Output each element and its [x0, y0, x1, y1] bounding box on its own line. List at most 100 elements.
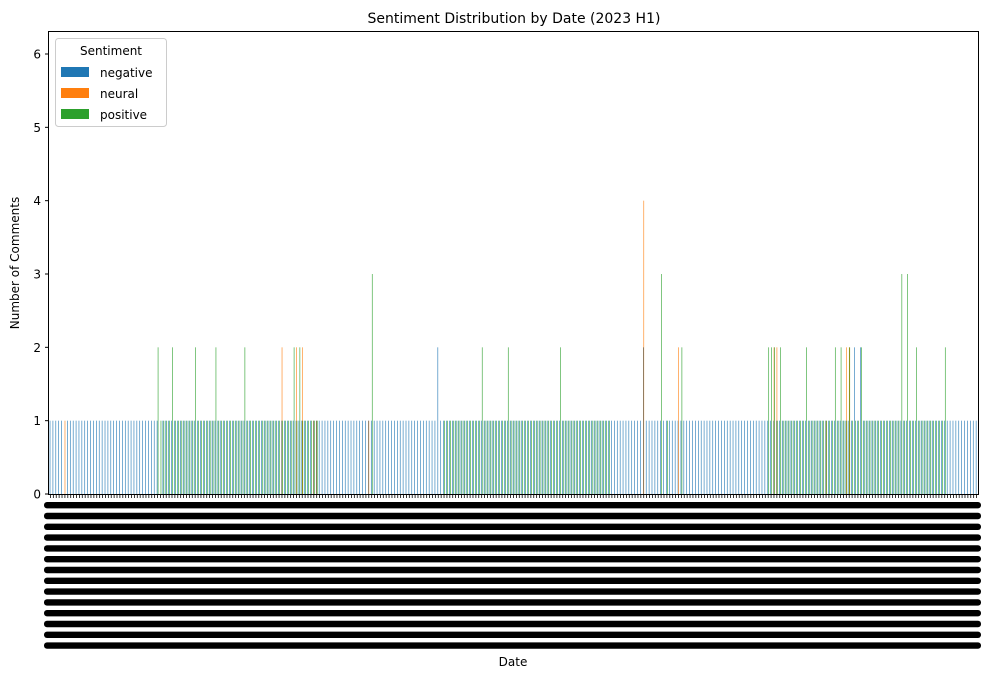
bar-negative [561, 420, 563, 494]
bar-positive [565, 420, 567, 494]
bar-negative [69, 420, 71, 494]
bar-negative [946, 420, 948, 494]
bar-negative [894, 420, 896, 494]
bar-positive [780, 347, 781, 494]
bar-negative [900, 420, 902, 494]
bar-negative [935, 420, 936, 494]
bar-positive [843, 420, 845, 494]
legend: Sentiment negative neural positive [55, 38, 167, 127]
bar-negative [793, 420, 795, 494]
bar-positive [881, 420, 882, 494]
bar-negative [284, 420, 285, 494]
bar-negative [886, 420, 887, 494]
bars-layer [49, 200, 977, 495]
bar-positive [493, 420, 495, 494]
bar-positive [273, 420, 275, 494]
bar-negative [327, 420, 329, 494]
bar-negative [752, 420, 754, 494]
bar-negative [344, 420, 346, 494]
bar-positive [247, 420, 249, 494]
x-tick-label-band [44, 577, 981, 584]
bar-neural [313, 420, 315, 494]
bar-negative [391, 420, 392, 494]
bar-negative [614, 420, 615, 494]
bar-negative [402, 420, 404, 494]
bar-negative [96, 420, 97, 494]
bar-negative [770, 420, 771, 494]
bar-negative [188, 420, 190, 494]
bar-positive [887, 420, 888, 494]
bar-positive [837, 420, 839, 494]
x-ticks-layer [44, 494, 981, 649]
bar-negative [165, 420, 167, 494]
bar-negative [174, 420, 175, 494]
bar-negative [868, 420, 870, 494]
bar-negative [78, 420, 80, 494]
bar-negative [437, 347, 439, 494]
bar-negative [478, 420, 479, 494]
bar-negative [750, 420, 751, 494]
bar-negative [559, 420, 560, 494]
bar-positive [250, 420, 251, 494]
bar-neural [643, 200, 645, 495]
bar-negative [958, 420, 960, 494]
bar-negative [220, 420, 222, 494]
bar-positive [455, 420, 457, 494]
bar-negative [318, 420, 320, 494]
bar-negative [324, 420, 326, 494]
bar-negative [101, 420, 103, 494]
bar-positive [794, 420, 796, 494]
bar-negative [281, 420, 282, 494]
bar-negative [339, 420, 340, 494]
bar-negative [724, 420, 725, 494]
bar-negative [631, 420, 633, 494]
bar-negative [84, 420, 86, 494]
bar-positive [452, 420, 454, 494]
bar-negative [836, 420, 838, 494]
bar-positive [522, 420, 524, 494]
bar-negative [315, 420, 317, 494]
bar-positive [829, 420, 830, 494]
bar-negative [573, 420, 575, 494]
bar-negative [229, 420, 230, 494]
bar-negative [171, 420, 172, 494]
bar-negative [469, 420, 470, 494]
bar-negative [414, 420, 415, 494]
bar-negative [553, 420, 554, 494]
x-tick-label-band [44, 631, 981, 638]
bar-negative [72, 420, 74, 494]
bar-positive [852, 420, 853, 494]
bar-positive [178, 420, 179, 494]
bar-negative [486, 420, 488, 494]
bar-negative [657, 420, 659, 494]
bar-positive [270, 420, 272, 494]
bar-positive [183, 420, 185, 494]
bar-negative [243, 420, 245, 494]
bar-negative [397, 420, 398, 494]
bar-neural [316, 420, 318, 494]
bar-negative [654, 420, 656, 494]
bar-negative [726, 420, 728, 494]
chart-title: Sentiment Distribution by Date (2023 H1) [368, 11, 661, 27]
bar-negative [518, 420, 520, 494]
bar-negative [217, 420, 219, 494]
bar-negative [776, 420, 777, 494]
bar-positive [261, 420, 263, 494]
bar-negative [590, 420, 592, 494]
bar-negative [738, 420, 740, 494]
bar-negative [567, 420, 569, 494]
bar-positive [299, 347, 301, 494]
bar-positive [186, 420, 188, 494]
bar-positive [473, 420, 474, 494]
bar-negative [162, 420, 164, 494]
bar-positive [169, 420, 170, 494]
bar-negative [379, 420, 381, 494]
bar-positive [235, 420, 237, 494]
bar-negative [321, 420, 323, 494]
bar-negative [179, 420, 181, 494]
bar-negative [810, 420, 812, 494]
bar-negative [362, 420, 363, 494]
legend-label-neural: neural [100, 87, 138, 101]
bar-positive [797, 420, 798, 494]
bar-positive [276, 420, 278, 494]
